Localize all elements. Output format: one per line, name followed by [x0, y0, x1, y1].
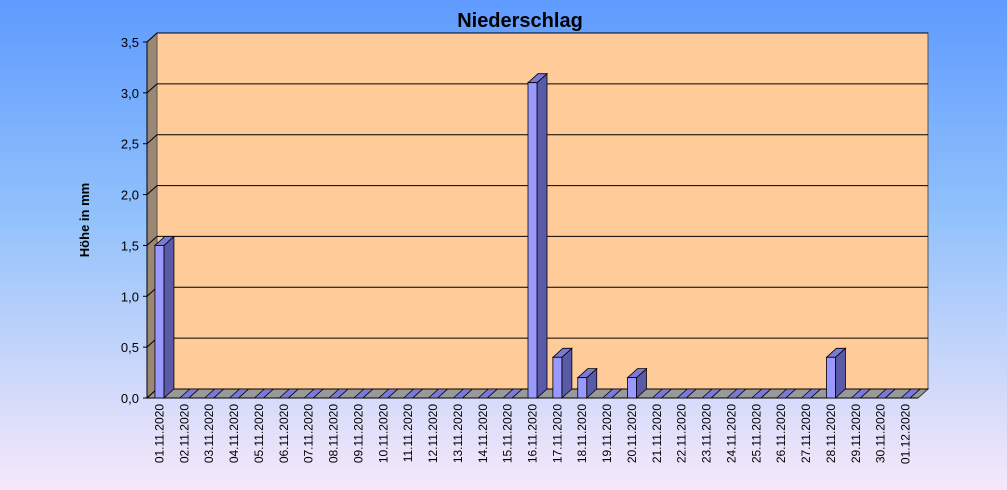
x-tick-label: 13.11.2020 — [451, 404, 465, 463]
bar-top — [601, 388, 623, 399]
bar-side — [536, 72, 548, 399]
x-tick-label: 26.11.2020 — [774, 404, 788, 463]
bar-top — [427, 388, 449, 399]
bar — [826, 356, 836, 399]
x-tick-label: 30.11.2020 — [874, 404, 888, 463]
x-tick-label: 20.11.2020 — [625, 404, 639, 463]
bar-top — [775, 388, 797, 399]
x-tick-label: 01.12.2020 — [899, 404, 913, 464]
bar-top — [228, 388, 250, 399]
bar-top — [900, 388, 922, 399]
grid-line-side — [146, 83, 158, 94]
bar-top — [477, 388, 499, 399]
y-tick-label: 3,0 — [121, 86, 139, 101]
x-tick-label: 10.11.2020 — [376, 404, 390, 463]
x-tick-label: 22.11.2020 — [675, 404, 689, 463]
x-tick-label: 09.11.2020 — [351, 404, 365, 463]
x-tick-label: 19.11.2020 — [600, 404, 614, 463]
x-tick-label: 03.11.2020 — [202, 404, 216, 463]
x-tick-label: 11.11.2020 — [401, 404, 415, 463]
bar-top — [502, 388, 524, 399]
bar-side — [163, 235, 175, 399]
bar-top — [203, 388, 225, 399]
x-tick-label: 02.11.2020 — [177, 404, 191, 463]
x-tick-label: 29.11.2020 — [849, 404, 863, 463]
grid-line-side — [146, 236, 158, 246]
x-tick-label: 06.11.2020 — [277, 404, 291, 463]
x-tick-label: 21.11.2020 — [650, 404, 664, 463]
y-tick-label: 1,5 — [121, 238, 139, 253]
bar-top — [253, 388, 275, 399]
x-tick-label: 18.11.2020 — [575, 404, 589, 463]
bar-top — [750, 388, 772, 399]
chart-title: Niederschlag — [457, 10, 583, 32]
x-tick-label: 25.11.2020 — [749, 404, 763, 463]
grid-line-side — [146, 32, 158, 43]
bar-top — [303, 388, 325, 399]
bar — [627, 377, 637, 399]
y-tick-label: 0,0 — [121, 391, 139, 406]
bar — [154, 245, 165, 399]
x-tick-label: 24.11.2020 — [724, 404, 738, 463]
y-tick-label: 2,5 — [121, 137, 139, 152]
x-tick-label: 17.11.2020 — [550, 404, 564, 463]
bar-top — [651, 388, 673, 399]
x-tick-label: 16.11.2020 — [526, 404, 540, 463]
x-tick-label: 15.11.2020 — [501, 404, 515, 463]
bar-top — [800, 388, 822, 399]
bar-top — [402, 388, 424, 399]
bar-top — [327, 388, 350, 399]
bar — [527, 82, 538, 399]
y-tick-label: 0,5 — [121, 340, 139, 355]
grid-line-side — [146, 185, 158, 195]
x-tick-label: 07.11.2020 — [302, 404, 316, 463]
y-axis-label: Höhe in mm — [77, 183, 92, 257]
bar-top — [377, 388, 399, 399]
y-tick-label: 2,0 — [121, 188, 139, 203]
y-tick-label: 1,0 — [121, 289, 139, 304]
x-tick-label: 01.11.2020 — [152, 404, 166, 463]
bar-top — [278, 388, 300, 399]
bar-top — [452, 388, 474, 399]
bar-top — [875, 388, 897, 399]
x-tick-label: 14.11.2020 — [476, 404, 490, 463]
x-tick-label: 12.11.2020 — [426, 404, 440, 463]
bar-top — [178, 388, 200, 399]
x-tick-label: 27.11.2020 — [799, 404, 813, 463]
x-tick-label: 23.11.2020 — [700, 404, 714, 463]
bar-top — [725, 388, 748, 399]
bar-top — [850, 388, 872, 399]
bar-top — [701, 388, 723, 399]
bar-top — [676, 388, 698, 399]
x-tick-label: 28.11.2020 — [824, 404, 838, 463]
bar-top — [352, 388, 374, 399]
bar — [552, 356, 563, 399]
grid-line-side — [146, 134, 158, 145]
x-tick-label: 08.11.2020 — [327, 404, 341, 463]
x-tick-label: 05.11.2020 — [252, 404, 266, 463]
bar — [577, 377, 588, 399]
x-tick-label: 04.11.2020 — [227, 404, 241, 463]
y-tick-label: 3,5 — [121, 35, 139, 50]
